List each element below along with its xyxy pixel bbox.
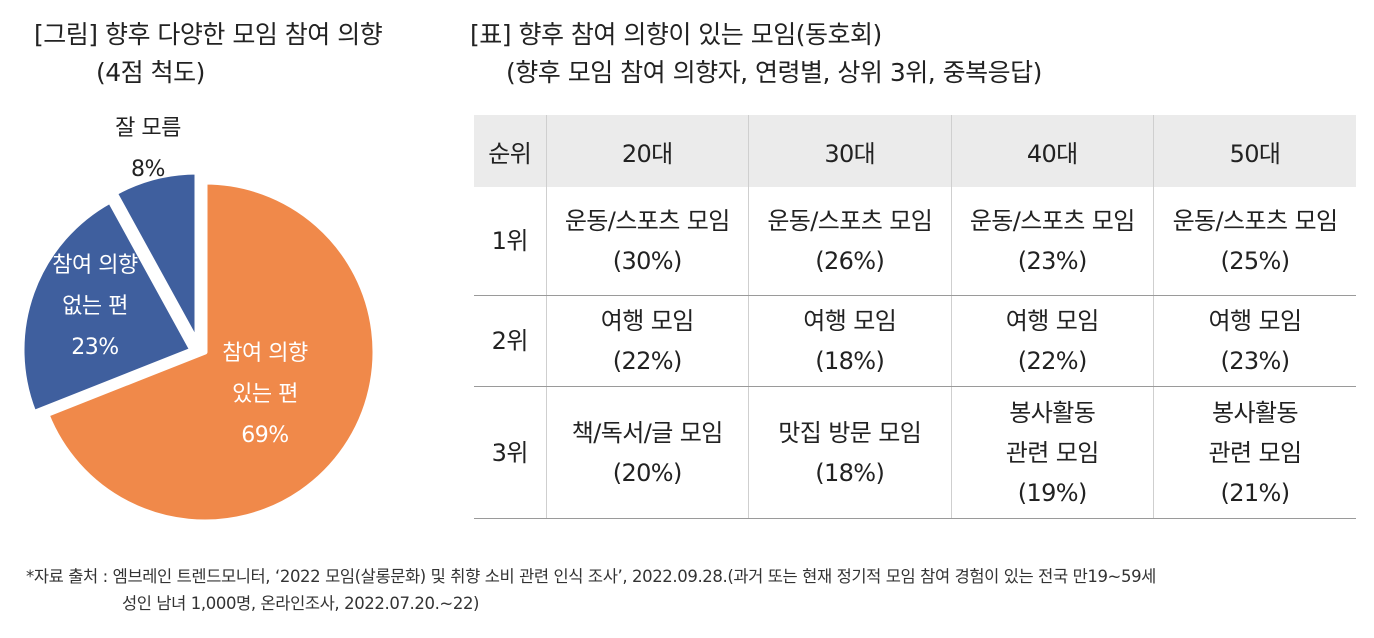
source-line2: 성인 남녀 1,000명, 온라인조사, 2022.07.20.~22) bbox=[122, 594, 480, 613]
cell-pct: (22%) bbox=[1017, 347, 1088, 375]
cell-pct: (25%) bbox=[1220, 247, 1290, 275]
rank-cell: 3위 bbox=[474, 386, 546, 519]
cell-pct: (18%) bbox=[815, 458, 885, 487]
table-cell: 여행 모임 (22%) bbox=[950, 295, 1154, 387]
table-cell: 운동/스포츠 모임 (30%) bbox=[545, 187, 749, 296]
header-50s: 50대 bbox=[1153, 115, 1356, 187]
header-30s: 30대 bbox=[748, 115, 951, 187]
table-row: 2위 여행 모임 (22%) 여행 모임 (18%) 여행 모임 (22%) 여행 모… bbox=[474, 295, 1356, 387]
table-cell: 운동/스포츠 모임 (25%) bbox=[1153, 187, 1356, 296]
table-cell: 운동/스포츠 모임 (23%) bbox=[950, 187, 1154, 296]
cell-pct: (21%) bbox=[1220, 478, 1290, 507]
cell-name: 관련 모임 bbox=[1208, 438, 1303, 467]
source-note: *자료 출처 : 엠브레인 트렌드모니터, ‘2022 모임(살롱문화) 및 취… bbox=[26, 563, 1156, 617]
header-20s: 20대 bbox=[545, 115, 749, 187]
cell-name: 여행 모임 bbox=[1005, 307, 1100, 335]
rank-cell: 1위 bbox=[474, 187, 546, 296]
table-title-line1: [표] 향후 참여 의향이 있는 모임(동호회) bbox=[470, 20, 882, 49]
cell-name: 운동/스포츠 모임 bbox=[969, 207, 1135, 235]
cell-pct: (23%) bbox=[1017, 247, 1088, 275]
header-40s: 40대 bbox=[950, 115, 1154, 187]
pie-value-label: 8% bbox=[131, 157, 165, 182]
pie-slice bbox=[19, 198, 195, 416]
pie-slice-label: 없는 편 bbox=[62, 294, 128, 319]
cell-name: 맛집 방문 모임 bbox=[778, 418, 922, 447]
figure-title: [그림] 향후 다양한 모임 참여 의향 (4점 척도) bbox=[34, 16, 383, 92]
cell-pct: (30%) bbox=[612, 247, 683, 275]
cell-pct: (26%) bbox=[815, 247, 885, 275]
pie-slice-label: 있는 편 bbox=[232, 382, 298, 407]
pie-slice-label: 잘 모름 bbox=[115, 116, 181, 141]
pie-slice-label: 참여 의향 bbox=[222, 341, 308, 366]
cell-pct: (20%) bbox=[612, 458, 683, 487]
cell-pct: (19%) bbox=[1017, 478, 1088, 507]
cell-pct: (22%) bbox=[612, 347, 683, 375]
figure-title-line1: [그림] 향후 다양한 모임 참여 의향 bbox=[34, 20, 383, 49]
cell-name: 여행 모임 bbox=[1208, 307, 1303, 335]
ranking-table: 순위 20대 30대 40대 50대 1위 운동/스포츠 모임 (30%) 운동/… bbox=[474, 115, 1356, 519]
pie-slice bbox=[44, 179, 378, 525]
cell-name: 봉사활동 bbox=[1009, 398, 1096, 427]
cell-pct: (23%) bbox=[1220, 347, 1290, 375]
header-rank: 순위 bbox=[474, 115, 546, 187]
pie-value-label: 23% bbox=[71, 335, 118, 360]
pie-slice bbox=[112, 169, 200, 345]
cell-pct: (18%) bbox=[815, 347, 885, 375]
table-header-row: 순위 20대 30대 40대 50대 bbox=[474, 115, 1356, 187]
table-cell: 여행 모임 (23%) bbox=[1153, 295, 1356, 387]
source-line1: *자료 출처 : 엠브레인 트렌드모니터, ‘2022 모임(살롱문화) 및 취… bbox=[26, 567, 1156, 586]
cell-name: 관련 모임 bbox=[1005, 438, 1100, 467]
cell-name: 책/독서/글 모임 bbox=[571, 418, 723, 447]
table-cell: 맛집 방문 모임 (18%) bbox=[748, 386, 951, 519]
figure-title-line2: (4점 척도) bbox=[96, 58, 205, 87]
table-cell: 여행 모임 (22%) bbox=[545, 295, 749, 387]
pie-slice-label: 참여 의향 bbox=[52, 253, 138, 278]
cell-name: 운동/스포츠 모임 bbox=[1172, 207, 1338, 235]
table-cell: 여행 모임 (18%) bbox=[748, 295, 951, 387]
table-cell: 책/독서/글 모임 (20%) bbox=[545, 386, 749, 519]
table-title-line2: (향후 모임 참여 의향자, 연령별, 상위 3위, 중복응답) bbox=[506, 58, 1042, 87]
cell-name: 봉사활동 bbox=[1212, 398, 1299, 427]
pie-value-label: 69% bbox=[241, 423, 288, 448]
cell-name: 운동/스포츠 모임 bbox=[564, 207, 730, 235]
table-row: 1위 운동/스포츠 모임 (30%) 운동/스포츠 모임 (26%) 운동/스포츠 … bbox=[474, 187, 1356, 296]
table-cell: 운동/스포츠 모임 (26%) bbox=[748, 187, 951, 296]
cell-name: 여행 모임 bbox=[600, 307, 695, 335]
table-title: [표] 향후 참여 의향이 있는 모임(동호회) (향후 모임 참여 의향자, … bbox=[470, 16, 1042, 92]
cell-name: 운동/스포츠 모임 bbox=[767, 207, 933, 235]
cell-name: 여행 모임 bbox=[803, 307, 897, 335]
rank-cell: 2위 bbox=[474, 295, 546, 387]
